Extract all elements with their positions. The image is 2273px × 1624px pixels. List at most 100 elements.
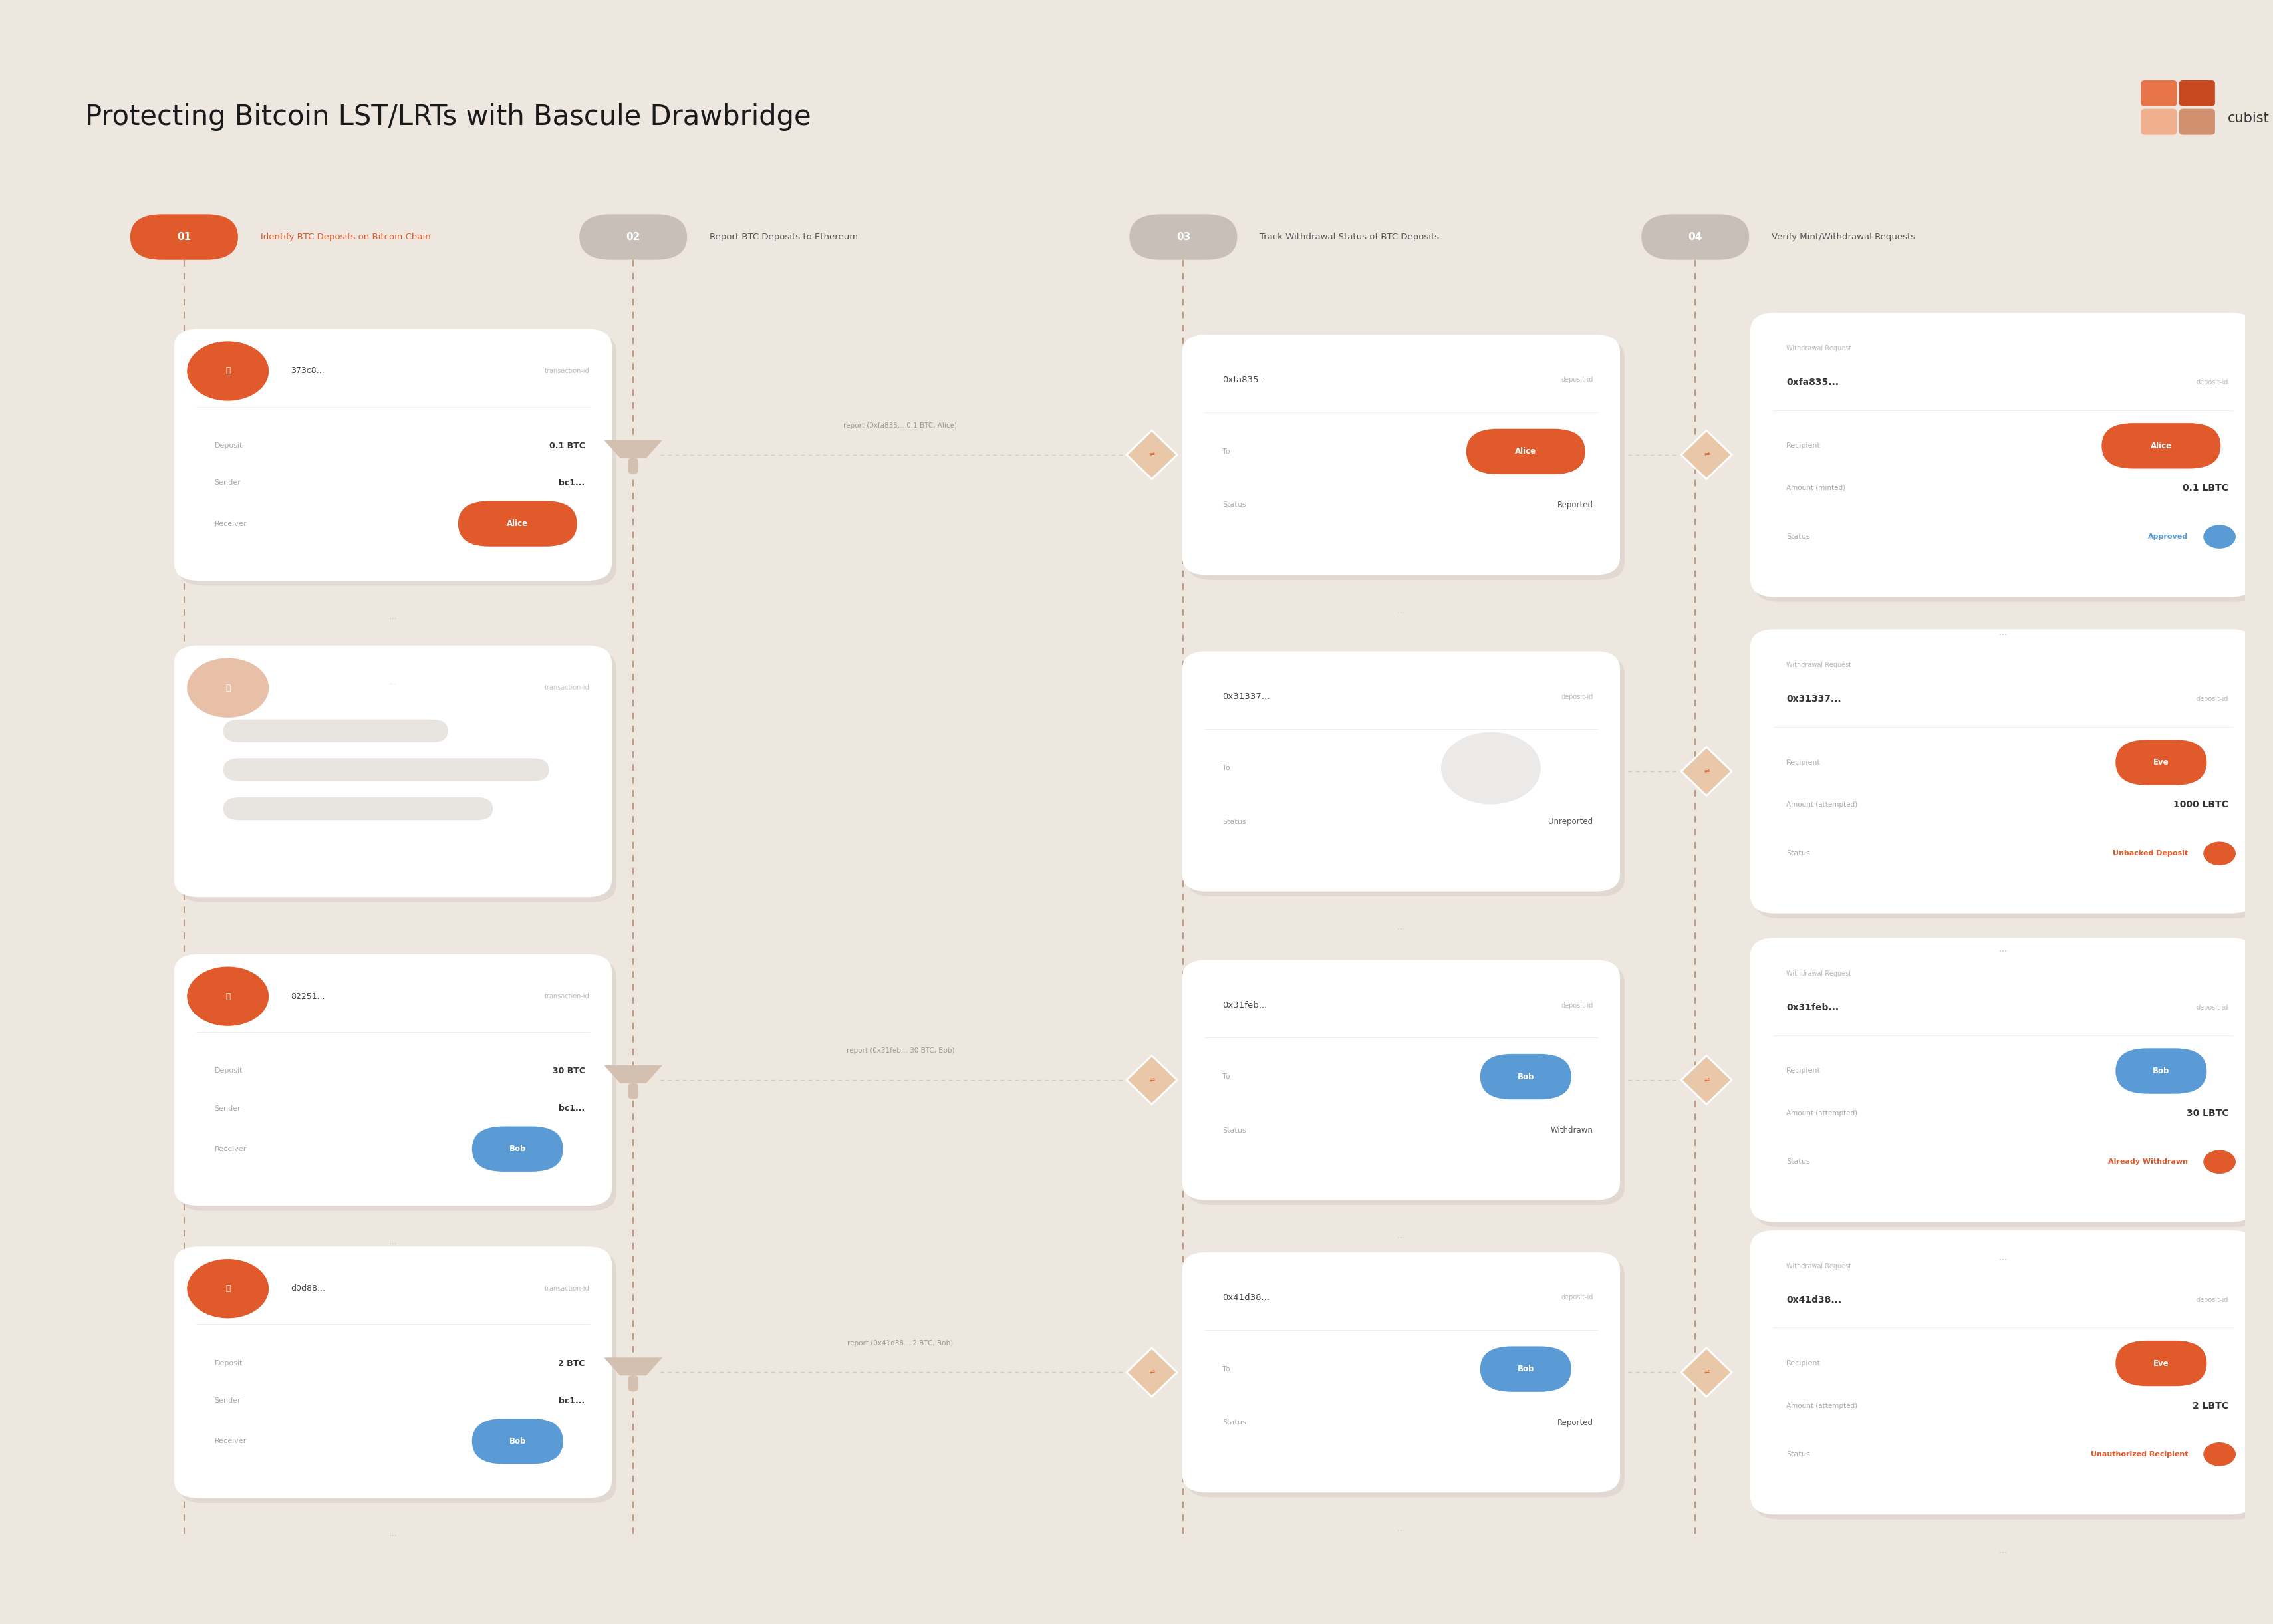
FancyBboxPatch shape bbox=[175, 1247, 611, 1497]
Text: 0x31feb...: 0x31feb... bbox=[1787, 1004, 1839, 1012]
Polygon shape bbox=[605, 1358, 661, 1376]
Text: 1000 LBTC: 1000 LBTC bbox=[2173, 801, 2228, 809]
Text: 02: 02 bbox=[625, 232, 641, 242]
FancyBboxPatch shape bbox=[1750, 939, 2255, 1221]
FancyBboxPatch shape bbox=[1182, 1252, 1621, 1492]
FancyBboxPatch shape bbox=[580, 214, 686, 260]
Polygon shape bbox=[1682, 1348, 1732, 1397]
FancyBboxPatch shape bbox=[2116, 1341, 2207, 1387]
FancyBboxPatch shape bbox=[1480, 1054, 1571, 1099]
Text: 0xfa835...: 0xfa835... bbox=[1787, 378, 1839, 387]
Circle shape bbox=[186, 1260, 268, 1319]
FancyBboxPatch shape bbox=[473, 1419, 564, 1465]
Text: ⇌: ⇌ bbox=[1705, 768, 1709, 775]
FancyBboxPatch shape bbox=[1182, 335, 1621, 575]
Text: Deposit: Deposit bbox=[214, 1067, 243, 1075]
Text: Approved: Approved bbox=[2148, 533, 2189, 541]
Text: transaction-id: transaction-id bbox=[543, 684, 589, 692]
Text: Reported: Reported bbox=[1557, 500, 1593, 510]
FancyBboxPatch shape bbox=[2180, 109, 2216, 135]
Text: deposit-id: deposit-id bbox=[2196, 695, 2228, 703]
Text: ...: ... bbox=[1998, 945, 2007, 953]
Text: ⇌: ⇌ bbox=[1705, 451, 1709, 458]
Text: ₿: ₿ bbox=[225, 367, 230, 375]
Text: 0x31feb...: 0x31feb... bbox=[1223, 1000, 1268, 1010]
FancyBboxPatch shape bbox=[1187, 965, 1625, 1205]
FancyBboxPatch shape bbox=[1750, 628, 2255, 913]
Text: Status: Status bbox=[1223, 1419, 1246, 1426]
Text: 0x41d38...: 0x41d38... bbox=[1223, 1293, 1271, 1302]
Text: Withdrawn: Withdrawn bbox=[1550, 1125, 1593, 1135]
Text: 04: 04 bbox=[1689, 232, 1702, 242]
Text: deposit-id: deposit-id bbox=[1562, 1294, 1593, 1301]
Polygon shape bbox=[1682, 1056, 1732, 1104]
Text: Alice: Alice bbox=[507, 520, 527, 528]
Text: 30 BTC: 30 BTC bbox=[552, 1067, 584, 1075]
Text: deposit-id: deposit-id bbox=[2196, 378, 2228, 387]
Text: Recipient: Recipient bbox=[1787, 1359, 1821, 1367]
Text: Withdrawal Request: Withdrawal Request bbox=[1787, 970, 1852, 978]
Text: ...: ... bbox=[389, 1237, 398, 1246]
Text: Withdrawal Request: Withdrawal Request bbox=[1787, 344, 1852, 352]
Text: ...: ... bbox=[389, 677, 398, 687]
Text: Amount (attempted): Amount (attempted) bbox=[1787, 1402, 1857, 1410]
Circle shape bbox=[186, 659, 268, 718]
Text: ...: ... bbox=[1396, 922, 1405, 932]
Text: ⇌: ⇌ bbox=[1150, 1077, 1155, 1083]
Polygon shape bbox=[605, 1065, 661, 1083]
FancyBboxPatch shape bbox=[175, 646, 611, 896]
Text: Eve: Eve bbox=[2153, 758, 2168, 767]
Text: Status: Status bbox=[1223, 502, 1246, 508]
Text: Bob: Bob bbox=[509, 1145, 525, 1153]
Text: bc1...: bc1... bbox=[559, 1397, 584, 1405]
Text: ⇌: ⇌ bbox=[1150, 1369, 1155, 1376]
FancyBboxPatch shape bbox=[130, 214, 239, 260]
Text: Unbacked Deposit: Unbacked Deposit bbox=[2114, 849, 2189, 857]
Text: Bob: Bob bbox=[509, 1437, 525, 1445]
FancyBboxPatch shape bbox=[2180, 81, 2216, 107]
Text: To: To bbox=[1223, 448, 1230, 455]
Text: Status: Status bbox=[1787, 849, 1809, 857]
Text: Track Withdrawal Status of BTC Deposits: Track Withdrawal Status of BTC Deposits bbox=[1259, 232, 1439, 242]
FancyBboxPatch shape bbox=[180, 958, 616, 1212]
Text: 0xfa835...: 0xfa835... bbox=[1223, 375, 1266, 385]
Text: Amount (attempted): Amount (attempted) bbox=[1787, 1109, 1857, 1117]
Text: ...: ... bbox=[1998, 1546, 2007, 1554]
Text: Status: Status bbox=[1787, 533, 1809, 541]
Polygon shape bbox=[1127, 1056, 1177, 1104]
Text: Unauthorized Recipient: Unauthorized Recipient bbox=[2091, 1450, 2189, 1458]
FancyBboxPatch shape bbox=[1755, 635, 2259, 919]
Text: ⇌: ⇌ bbox=[1705, 1077, 1709, 1083]
Text: report (0x31feb... 30 BTC, Bob): report (0x31feb... 30 BTC, Bob) bbox=[846, 1047, 955, 1054]
Text: Receiver: Receiver bbox=[214, 1437, 245, 1445]
Text: Protecting Bitcoin LST/LRTs with Bascule Drawbridge: Protecting Bitcoin LST/LRTs with Bascule… bbox=[86, 102, 811, 132]
FancyBboxPatch shape bbox=[1187, 656, 1625, 896]
Polygon shape bbox=[605, 440, 661, 458]
FancyBboxPatch shape bbox=[1480, 1346, 1571, 1392]
Circle shape bbox=[2205, 1444, 2234, 1466]
FancyBboxPatch shape bbox=[473, 1127, 564, 1173]
Text: Amount (attempted): Amount (attempted) bbox=[1787, 801, 1857, 809]
Text: Bob: Bob bbox=[2153, 1067, 2171, 1075]
Text: Alice: Alice bbox=[2150, 442, 2171, 450]
Text: To: To bbox=[1223, 1366, 1230, 1372]
Text: Reported: Reported bbox=[1557, 1418, 1593, 1427]
FancyBboxPatch shape bbox=[2103, 424, 2221, 469]
Text: Status: Status bbox=[1787, 1450, 1809, 1458]
Text: ₿: ₿ bbox=[225, 684, 230, 692]
Text: Report BTC Deposits to Ethereum: Report BTC Deposits to Ethereum bbox=[709, 232, 857, 242]
Polygon shape bbox=[1127, 1348, 1177, 1397]
Text: ₿: ₿ bbox=[225, 992, 230, 1000]
FancyBboxPatch shape bbox=[1466, 429, 1584, 474]
FancyBboxPatch shape bbox=[2116, 739, 2207, 786]
Text: 0x31337...: 0x31337... bbox=[1787, 695, 1841, 703]
Circle shape bbox=[186, 343, 268, 401]
Polygon shape bbox=[1682, 430, 1732, 479]
Text: Bob: Bob bbox=[1518, 1364, 1534, 1374]
FancyBboxPatch shape bbox=[1182, 651, 1621, 892]
Polygon shape bbox=[1127, 430, 1177, 479]
Text: ...: ... bbox=[1396, 606, 1405, 615]
Circle shape bbox=[2205, 1150, 2234, 1174]
FancyBboxPatch shape bbox=[627, 1376, 639, 1392]
Text: Identify BTC Deposits on Bitcoin Chain: Identify BTC Deposits on Bitcoin Chain bbox=[261, 232, 430, 242]
